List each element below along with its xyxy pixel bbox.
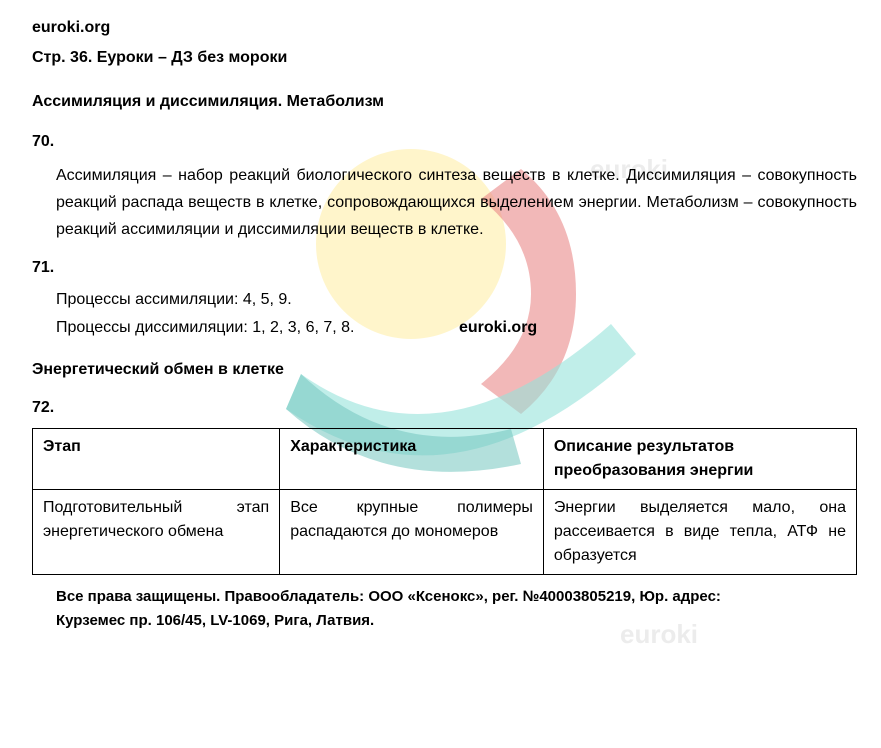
question-72-num: 72. [32, 396, 857, 420]
section-title-2: Энергетический обмен в клетке [32, 358, 857, 382]
table-cell-characteristic: Все крупные полимеры распадаются до моно… [280, 489, 544, 574]
inline-site-url: euroki.org [459, 319, 537, 336]
table-header-results: Описание результатов преобразования энер… [543, 428, 856, 489]
footer-line-2: Курземес пр. 106/45, LV-1069, Рига, Латв… [56, 609, 857, 633]
question-70-num: 70. [32, 130, 857, 154]
table-cell-results: Энергии выделяется мало, она рассеиваетс… [543, 489, 856, 574]
question-71-line2: Процессы диссимиляции: 1, 2, 3, 6, 7, 8.… [32, 316, 857, 340]
table-cell-stage: Подготовительный этап энергетического об… [33, 489, 280, 574]
question-71-num: 71. [32, 256, 857, 280]
table-header-characteristic: Характеристика [280, 428, 544, 489]
question-71-line1: Процессы ассимиляции: 4, 5, 9. [32, 288, 857, 312]
section-title-1: Ассимиляция и диссимиляция. Метаболизм [32, 90, 857, 114]
question-70-answer: Ассимиляция – набор реакций биологическо… [32, 162, 857, 244]
footer-line-1: Все права защищены. Правообладатель: ООО… [56, 585, 857, 609]
table-header-stage: Этап [33, 428, 280, 489]
copyright-footer: Все права защищены. Правообладатель: ООО… [32, 585, 857, 633]
site-url: euroki.org [32, 16, 857, 40]
energy-exchange-table: Этап Характеристика Описание результатов… [32, 428, 857, 575]
table-header-row: Этап Характеристика Описание результатов… [33, 428, 857, 489]
q71-dissimilation-text: Процессы диссимиляции: 1, 2, 3, 6, 7, 8. [56, 319, 355, 336]
page-reference: Стр. 36. Еуроки – ДЗ без мороки [32, 46, 857, 70]
table-row: Подготовительный этап энергетического об… [33, 489, 857, 574]
document-content: euroki.org Стр. 36. Еуроки – ДЗ без моро… [32, 16, 857, 633]
